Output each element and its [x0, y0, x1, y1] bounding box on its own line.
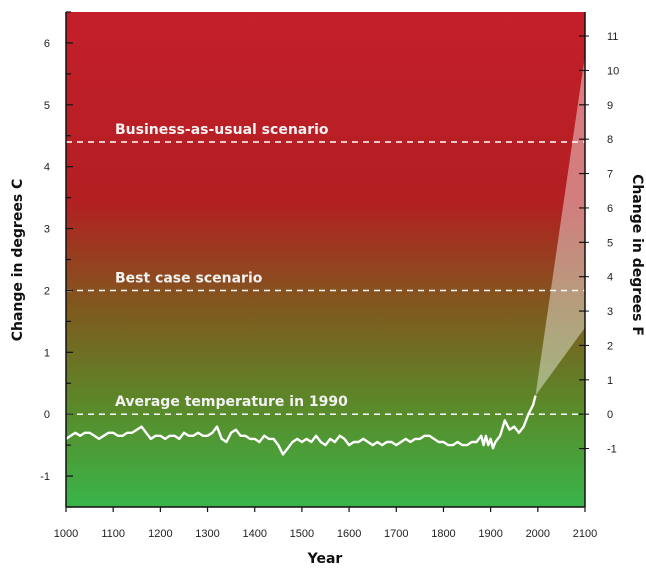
- y-axis-title-left: Change in degrees C: [10, 179, 26, 342]
- y-tick-label-right: 10: [607, 65, 619, 77]
- x-tick-label: 1300: [195, 528, 219, 540]
- y-tick-label-right: 4: [607, 272, 613, 284]
- y-tick-label-right: 3: [607, 306, 613, 318]
- y-tick-label-right: 7: [607, 169, 613, 181]
- y-tick-label-right: 0: [607, 409, 613, 421]
- x-tick-label: 1100: [101, 528, 125, 540]
- x-axis-title: Year: [307, 551, 343, 567]
- y-tick-label-right: 8: [607, 134, 613, 146]
- reference-line-label: Business-as-usual scenario: [115, 122, 329, 138]
- x-tick-label: 1500: [290, 528, 314, 540]
- series-layer: [65, 395, 537, 456]
- x-tick-label: 1700: [384, 528, 408, 540]
- axes: -1 0 1 2 3 4 5 6 -1 0 1 2 3 4 5 6 7 8 9 10 11 1000 1100 1200 130…: [40, 11, 619, 540]
- reference-line-label: Average temperature in 1990: [115, 394, 348, 410]
- y-axis-title-right: Change in degrees F: [629, 174, 645, 336]
- x-tick-label: 2100: [573, 528, 597, 540]
- y-tick-label-left: 3: [44, 224, 50, 236]
- y-tick-label-right: 5: [607, 237, 613, 249]
- y-tick-label-right: 1: [607, 375, 613, 387]
- x-tick-label: 1800: [431, 528, 455, 540]
- projection-wedge: [535, 55, 585, 396]
- reference-lines: Business-as-usual scenario Best case scen…: [66, 122, 585, 415]
- y-tick-label-right: 6: [607, 203, 613, 215]
- plot-background: [66, 12, 585, 507]
- x-tick-label: 1000: [54, 528, 78, 540]
- x-tick-label: 2000: [526, 528, 550, 540]
- y-tick-label-right: 11: [607, 31, 618, 43]
- y-tick-label-left: 1: [44, 347, 50, 359]
- y-tick-label-left: 2: [44, 285, 50, 297]
- x-tick-label: 1900: [478, 528, 502, 540]
- temperature-line: [65, 395, 537, 456]
- y-tick-label-left: 4: [44, 162, 50, 174]
- y-tick-label-left: -1: [40, 471, 50, 483]
- y-tick-label-right: 9: [607, 100, 613, 112]
- y-tick-label-right: 2: [607, 340, 613, 352]
- reference-line-label: Best case scenario: [115, 270, 263, 286]
- x-tick-label: 1600: [337, 528, 361, 540]
- projection-range: [535, 55, 585, 396]
- y-tick-label-right: -1: [607, 444, 617, 456]
- y-tick-label-left: 0: [44, 409, 50, 421]
- y-tick-label-left: 6: [44, 38, 50, 50]
- y-tick-label-left: 5: [44, 100, 50, 112]
- x-tick-label: 1200: [148, 528, 172, 540]
- x-tick-label: 1400: [242, 528, 266, 540]
